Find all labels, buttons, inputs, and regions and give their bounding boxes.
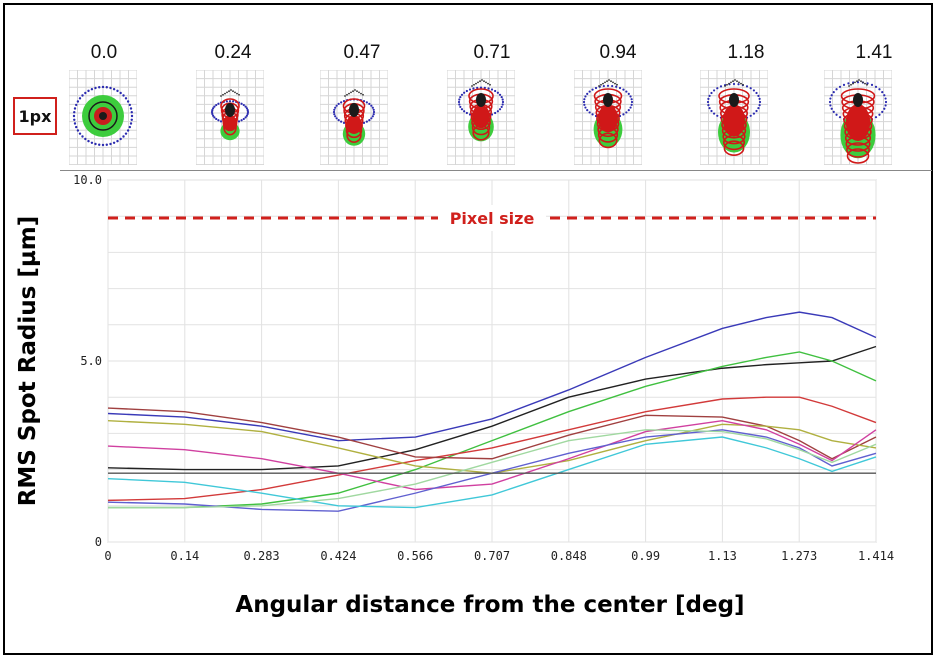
x-tick-label: 1.13 [708, 549, 737, 563]
pixel-scale-badge: 1px [13, 97, 57, 135]
spot-diagram-image [447, 70, 515, 165]
series-line [107, 420, 877, 491]
x-tick-label: 0.283 [244, 549, 280, 563]
y-axis-label: RMS Spot Radius [µm] [15, 215, 41, 507]
x-tick-label: 1.273 [781, 549, 817, 563]
series-line [107, 436, 877, 509]
reference-label-background [438, 205, 546, 232]
pixel-size-label: Pixel size [450, 209, 535, 228]
spot-diagram-image [320, 70, 388, 165]
spot-field-label: 0.71 [473, 42, 511, 63]
series-line [107, 345, 877, 471]
spot-diagram-image [700, 70, 768, 165]
divider-line [60, 170, 932, 171]
spot-field-label: 0.94 [599, 42, 637, 63]
x-tick-label: 0.99 [631, 549, 660, 563]
x-tick-label: 0.566 [397, 549, 433, 563]
x-tick-label: 0 [104, 549, 111, 563]
series-line [108, 429, 877, 509]
series-line [107, 396, 877, 502]
x-tick-label: 0.14 [170, 549, 199, 563]
x-tick-label: 0.707 [474, 549, 510, 563]
x-tick-label: 1.414 [858, 549, 894, 563]
y-tick-label: 5.0 [80, 354, 102, 368]
spot-field-label: 0.24 [214, 42, 252, 63]
spot-field-label: 0.0 [90, 42, 118, 63]
series-line [107, 420, 877, 474]
series-line [107, 311, 877, 442]
spot-diagram-image [574, 70, 642, 165]
y-tick-label: 0 [95, 535, 102, 549]
spot-field-label: 0.47 [343, 42, 381, 63]
spot-diagram-image [69, 70, 137, 165]
series-line [108, 351, 877, 509]
x-tick-label: 0.424 [320, 549, 356, 563]
spot-diagram-image [824, 70, 892, 165]
spot-field-label: 1.41 [855, 42, 893, 63]
spot-field-label: 1.18 [727, 42, 765, 63]
figure-frame [3, 3, 933, 655]
spot-diagram-image [196, 70, 264, 165]
x-tick-label: 0.848 [551, 549, 587, 563]
y-tick-label: 10.0 [73, 173, 102, 187]
series-line [107, 429, 877, 512]
x-axis-label: Angular distance from the center [deg] [235, 592, 745, 618]
series-line [107, 407, 877, 460]
